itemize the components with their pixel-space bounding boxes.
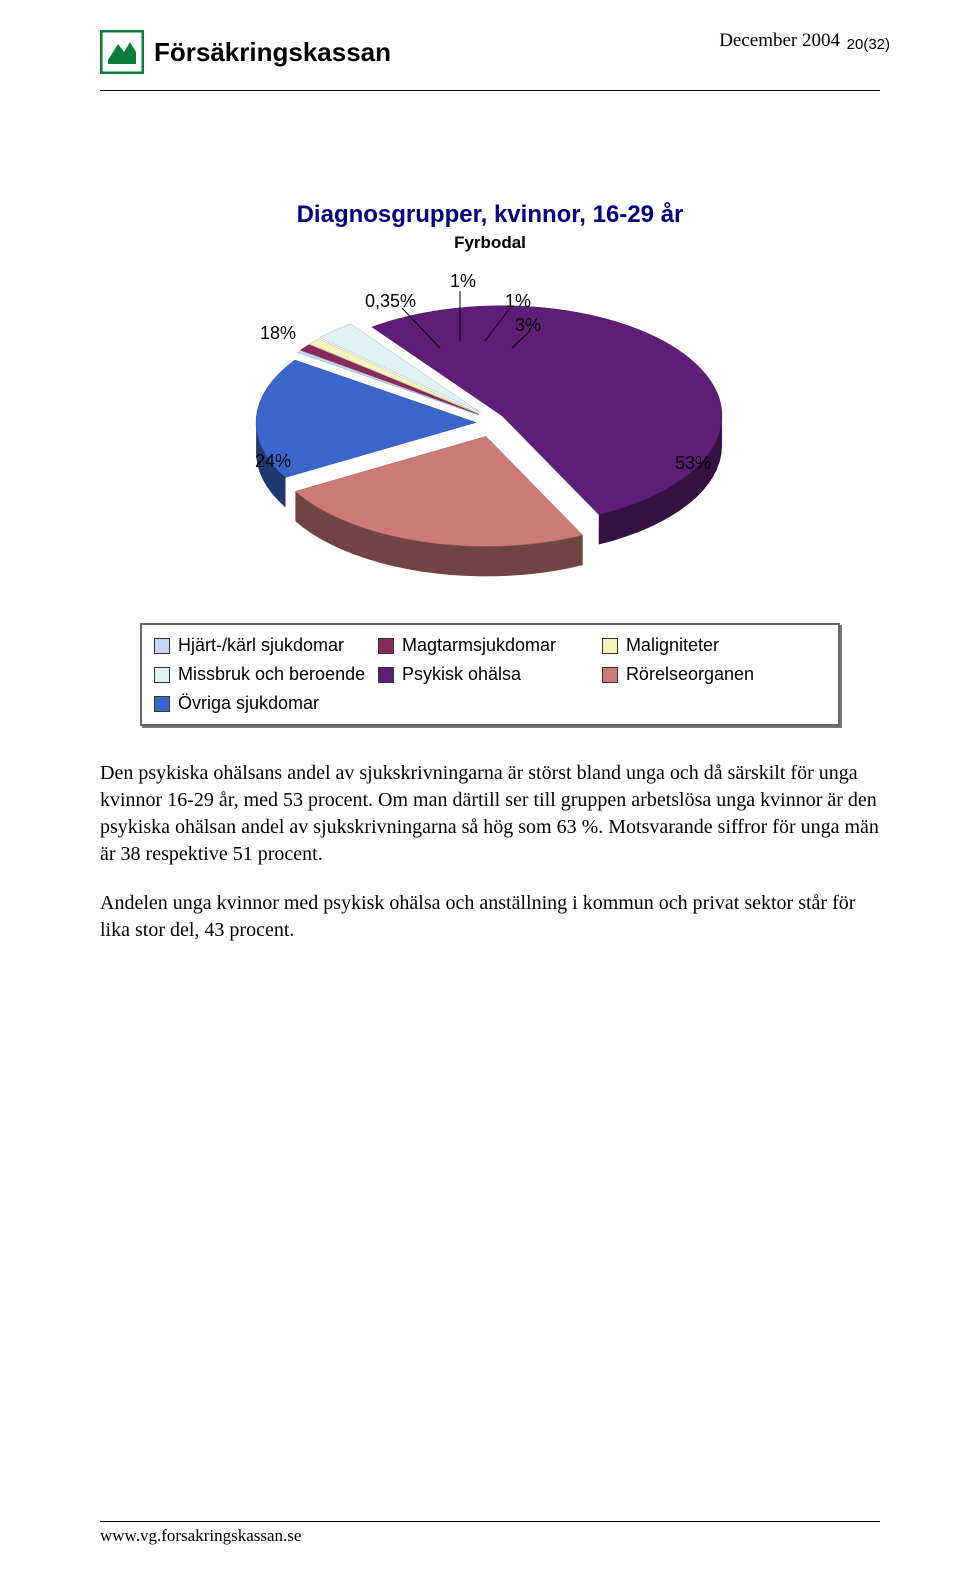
legend-item: Maligniteter [602,635,826,656]
paragraph: Andelen unga kvinnor med psykisk ohälsa … [100,890,880,944]
header-rule [100,90,880,91]
legend-label: Missbruk och beroende [178,664,365,685]
brand-logo-icon [100,30,144,74]
legend-item: Magtarmsjukdomar [378,635,602,656]
legend-label: Magtarmsjukdomar [402,635,556,656]
chart-title: Diagnosgrupper, kvinnor, 16-29 år [100,201,880,229]
legend-swatch [154,667,170,683]
legend-item: Hjärt-/kärl sjukdomar [154,635,378,656]
pie-label: 18% [260,323,296,344]
pie-label: 24% [255,451,291,472]
pie-label: 1% [505,291,531,312]
legend-swatch [154,638,170,654]
footer-url: www.vg.forsakringskassan.se [100,1526,301,1546]
chart-subtitle: Fyrbodal [100,233,880,253]
legend-label: Maligniteter [626,635,719,656]
page: Försäkringskassan December 2004 20(32) D… [0,0,960,1582]
body-text: Den psykiska ohälsans andel av sjukskriv… [100,760,880,944]
legend-label: Rörelseorganen [626,664,754,685]
pie-label: 53% [675,453,711,474]
header: Försäkringskassan December 2004 [100,30,880,74]
legend-item: Rörelseorganen [602,664,826,685]
brand: Försäkringskassan [100,30,391,74]
header-date: December 2004 [719,30,840,52]
brand-name: Försäkringskassan [154,37,391,68]
paragraph: Den psykiska ohälsans andel av sjukskriv… [100,760,880,868]
chart: Diagnosgrupper, kvinnor, 16-29 år Fyrbod… [100,201,880,726]
legend-item: Psykisk ohälsa [378,664,602,685]
legend-swatch [602,638,618,654]
legend-item: Missbruk och beroende [154,664,378,685]
pie-chart-icon [140,253,840,593]
pie-label: 0,35% [365,291,416,312]
legend-label: Övriga sjukdomar [178,693,319,714]
legend: Hjärt-/kärl sjukdomar Magtarmsjukdomar Mal… [140,623,840,726]
legend-swatch [378,667,394,683]
page-number: 20(32) [847,36,890,53]
footer-rule [100,1521,880,1522]
legend-swatch [602,667,618,683]
legend-swatch [154,696,170,712]
legend-label: Psykisk ohälsa [402,664,521,685]
pie-label: 1% [450,271,476,292]
legend-swatch [378,638,394,654]
legend-item: Övriga sjukdomar [154,693,378,714]
legend-label: Hjärt-/kärl sjukdomar [178,635,344,656]
pie-area: 18% 0,35% 1% 1% 3% 24% 53% [140,253,840,593]
pie-label: 3% [515,315,541,336]
